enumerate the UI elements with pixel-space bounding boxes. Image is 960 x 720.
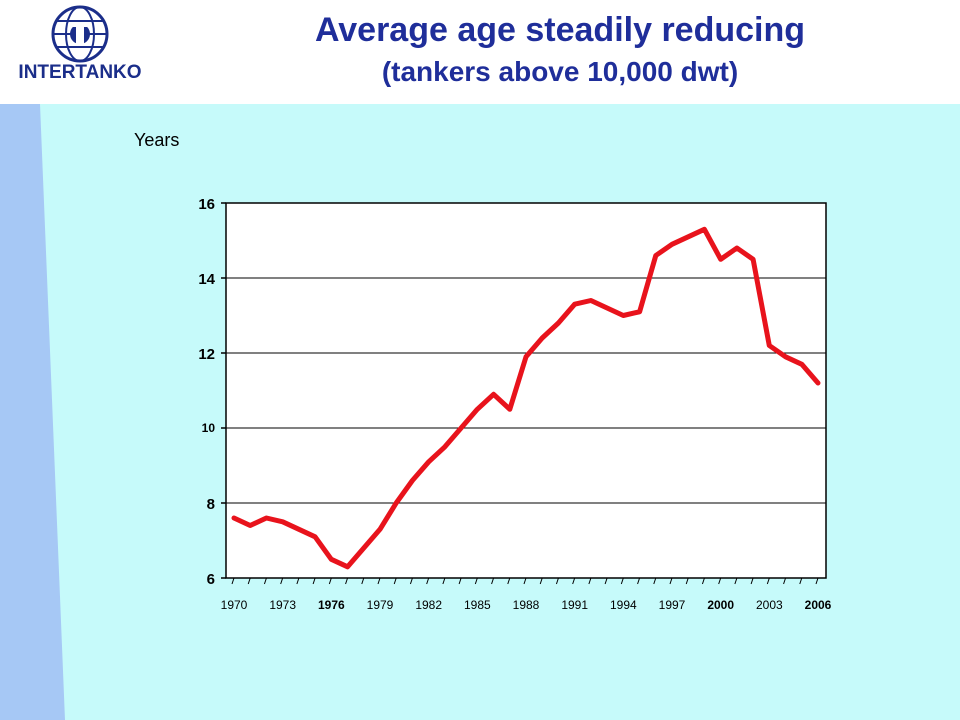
title-band <box>160 0 960 104</box>
y-tick-label: 12 <box>198 346 215 363</box>
x-tick-mark <box>474 577 478 585</box>
x-tick-label: 1991 <box>561 598 588 612</box>
x-tick-mark <box>799 577 803 585</box>
intertanko-logo: INTERTANKO <box>0 0 160 104</box>
x-tick-mark <box>604 577 608 585</box>
x-tick-mark <box>669 577 673 585</box>
x-tick-mark <box>263 577 267 585</box>
x-tick-mark <box>247 577 251 585</box>
x-tick-label: 1976 <box>318 598 345 612</box>
x-tick-label: 2006 <box>805 598 832 612</box>
x-tick-mark <box>555 577 559 585</box>
x-tick-mark <box>750 577 754 585</box>
globe-logo-icon <box>51 5 109 63</box>
x-tick-mark <box>572 577 576 585</box>
y-tick-label: 10 <box>202 421 216 435</box>
x-tick-mark <box>507 577 511 585</box>
x-tick-label: 1994 <box>610 598 637 612</box>
x-tick-mark <box>491 577 495 585</box>
x-tick-mark <box>458 577 462 585</box>
x-tick-mark <box>361 577 365 585</box>
x-tick-mark <box>620 577 624 585</box>
page-subtitle: (tankers above 10,000 dwt) <box>381 56 739 87</box>
x-tick-mark <box>442 577 446 585</box>
x-tick-mark <box>734 577 738 585</box>
x-tick-mark <box>393 577 397 585</box>
x-tick-label: 1985 <box>464 598 491 612</box>
x-tick-label: 1982 <box>415 598 442 612</box>
x-tick-mark <box>685 577 689 585</box>
x-tick-label: 1973 <box>269 598 296 612</box>
plot-area <box>225 202 827 579</box>
x-tick-mark <box>588 577 592 585</box>
x-tick-mark <box>766 577 770 585</box>
x-tick-mark <box>345 577 349 585</box>
y-axis-labels: 6 8 10 12 14 16 <box>198 196 215 588</box>
x-tick-label: 2003 <box>756 598 783 612</box>
x-tick-label: 1997 <box>659 598 686 612</box>
x-tick-mark <box>815 577 819 585</box>
x-tick-mark <box>280 577 284 585</box>
x-tick-mark <box>312 577 316 585</box>
y-tick-label: 16 <box>198 196 215 213</box>
y-axis-unit-label: Years <box>134 130 180 150</box>
x-tick-mark <box>653 577 657 585</box>
x-tick-mark <box>718 577 722 585</box>
x-axis-labels: 1970 1973 1976 1979 1982 1985 1988 1991 1994 1997… <box>221 598 832 612</box>
x-tick-mark <box>523 577 527 585</box>
x-tick-mark <box>296 577 300 585</box>
x-tick-label: 1988 <box>513 598 540 612</box>
x-tick-mark <box>637 577 641 585</box>
x-tick-mark <box>328 577 332 585</box>
title-block: Average age steadily reducing (tankers a… <box>170 10 950 90</box>
x-tick-mark <box>231 577 235 585</box>
y-tick-label: 8 <box>207 496 215 513</box>
x-tick-mark <box>701 577 705 585</box>
x-tick-label: 1970 <box>221 598 248 612</box>
page-title: Average age steadily reducing <box>314 11 806 49</box>
x-tick-mark <box>377 577 381 585</box>
series-lines <box>231 226 821 570</box>
x-tick-mark <box>783 577 787 585</box>
y-tick-label: 6 <box>207 571 215 588</box>
series-line <box>231 226 821 570</box>
x-tick-mark <box>426 577 430 585</box>
x-tick-mark <box>539 577 543 585</box>
y-tick-label: 14 <box>198 271 215 288</box>
logo-text: INTERTANKO <box>18 62 142 83</box>
x-tick-mark <box>409 577 413 585</box>
x-tick-label: 2000 <box>707 598 734 612</box>
x-tick-label: 1979 <box>367 598 394 612</box>
x-axis-ticks <box>231 577 819 585</box>
